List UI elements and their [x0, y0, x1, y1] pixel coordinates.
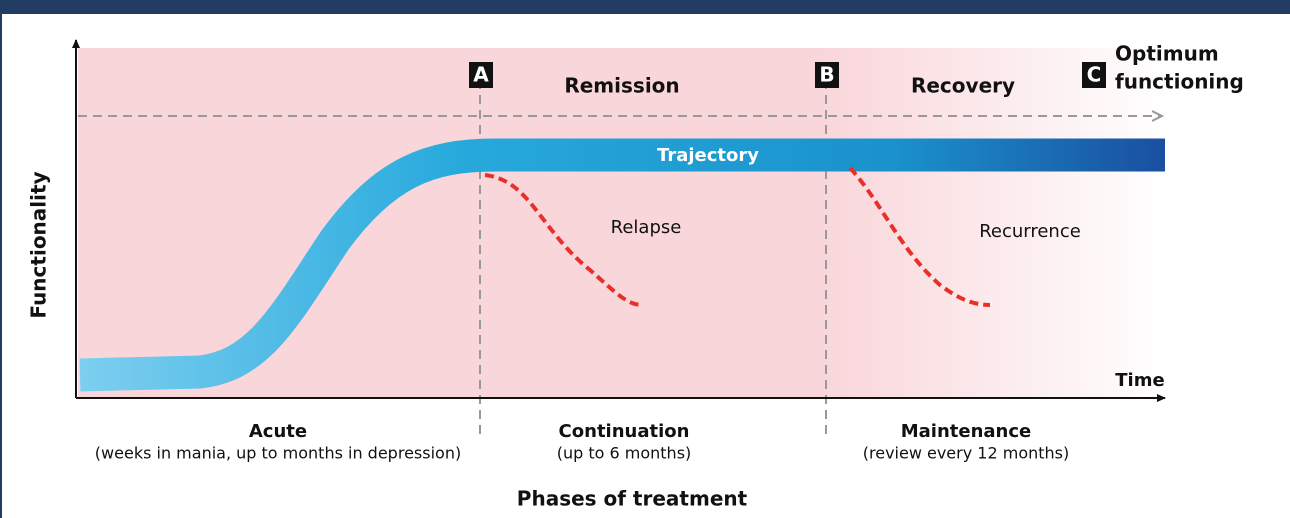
marker-box: [1082, 62, 1106, 88]
footer: Phases of treatment: [517, 487, 748, 511]
marker-letter: A: [473, 63, 489, 87]
y-axis-label: Functionality: [27, 171, 51, 318]
top-label-2: functioning: [1115, 70, 1244, 94]
marker-letter: B: [819, 63, 834, 87]
top-label-1: Optimum: [1115, 42, 1219, 66]
phase-name: Continuation: [559, 421, 690, 442]
left-border: [0, 0, 2, 518]
marker-label: Remission: [564, 74, 679, 98]
marker-label: Recovery: [911, 74, 1015, 98]
marker-letter: C: [1087, 63, 1102, 87]
phase-detail: (up to 6 months): [557, 444, 692, 463]
top-bar: [0, 0, 1290, 14]
trajectory-band: [79, 138, 1165, 392]
marker-box: [815, 62, 839, 88]
phase-detail: (review every 12 months): [863, 444, 1069, 463]
relapse-curve: [484, 173, 641, 307]
trajectory-label: Trajectory: [657, 145, 759, 166]
x-axis-label: Time: [1115, 370, 1164, 391]
phase-name: Maintenance: [901, 421, 1032, 442]
recurrence-label: Recurrence: [979, 221, 1081, 242]
phase-detail: (weeks in mania, up to months in depress…: [95, 444, 461, 463]
recurrence-curve: [848, 166, 991, 307]
marker-box: [469, 62, 493, 88]
relapse-label: Relapse: [611, 217, 682, 238]
phase-name: Acute: [249, 421, 307, 442]
